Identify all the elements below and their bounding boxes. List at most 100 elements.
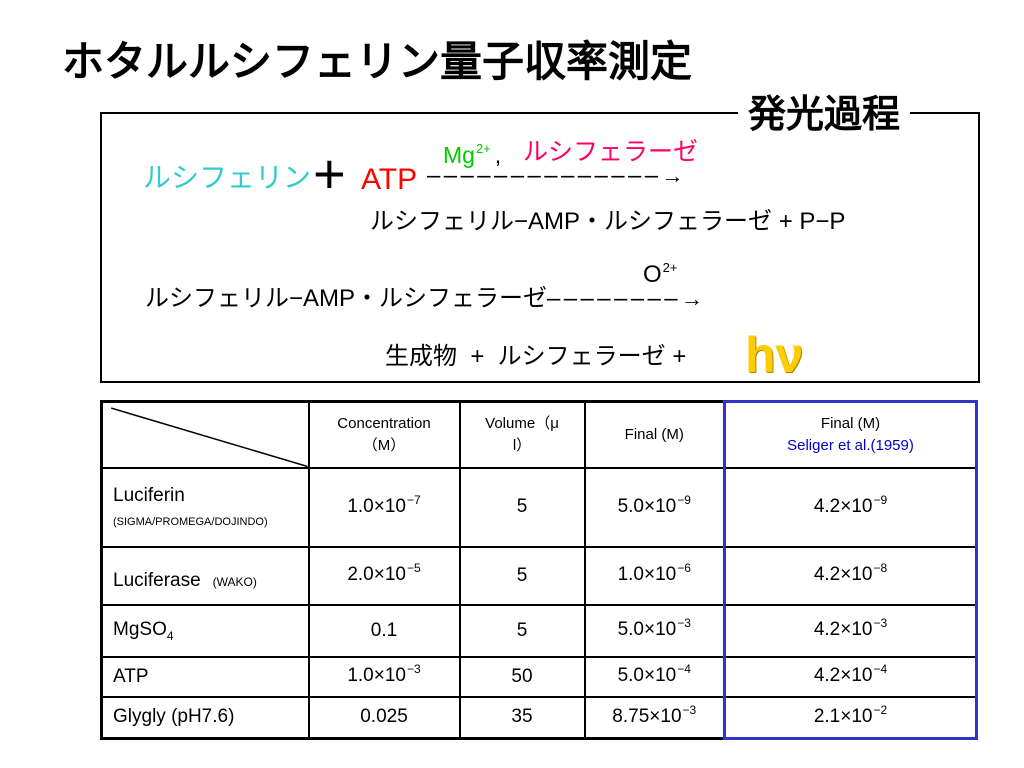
reference-final-value: 4.2×10 xyxy=(813,665,873,686)
volume-cell: 5 xyxy=(458,466,586,548)
final-value: 8.75×10 xyxy=(612,705,682,727)
header-volume-unit: l） xyxy=(512,436,532,454)
light-emission-hv: hν xyxy=(745,327,804,383)
volume-cell: 35 xyxy=(458,695,586,740)
table-row: ATP 1.0×10−3 50 5.0×10−4 4.2×10−4 xyxy=(100,655,978,698)
table-row: MgSO4 0.1 5 5.0×10−3 4.2×10−3 xyxy=(100,603,978,658)
cofactor-separator: , xyxy=(494,142,502,168)
oxidant-label: O2+ xyxy=(643,259,678,294)
reagent-cell: MgSO4 xyxy=(100,603,310,658)
final-concentration-cell: 5.0×10−9 xyxy=(583,466,726,548)
volume-cell: 5 xyxy=(458,545,586,606)
final-exponent: −6 xyxy=(677,561,691,575)
diagonal-divider xyxy=(103,403,308,467)
reagent-name: Luciferase xyxy=(113,570,201,591)
reagent-supplier: (SIGMA/PROMEGA/DOJINDO) xyxy=(113,516,268,528)
process-box-label: 発光過程 xyxy=(738,93,911,137)
concentration-value: 2.0×10 xyxy=(347,564,406,585)
volume-value: 5 xyxy=(516,619,528,641)
table-row: Luciferase (WAKO) 2.0×10−5 5 1.0×10−6 4.2… xyxy=(100,545,978,606)
arrow-right-icon: → xyxy=(681,286,704,311)
concentration-exponent: −5 xyxy=(406,561,421,575)
header-reference-source: Seliger et al.(1959) xyxy=(787,436,914,454)
reagent-cell: Glygly (pH7.6) xyxy=(100,695,310,740)
header-final-label: Final (M) xyxy=(624,425,684,443)
table-row: Luciferin (SIGMA/PROMEGA/DOJINDO) 1.0×10−… xyxy=(100,466,978,548)
reagent-cell: ATP xyxy=(100,655,310,698)
arrow-shaft: –––––––––––––– xyxy=(427,162,662,189)
arrow-right-icon: → xyxy=(661,163,684,188)
arrow-shaft: –––––––– xyxy=(547,285,682,312)
concentration-value: 1.0×10 xyxy=(347,665,406,686)
volume-value: 5 xyxy=(516,564,528,586)
reagent-cell: Luciferase (WAKO) xyxy=(100,545,310,606)
slide-title: ホタルルシフェリン量子収率測定 xyxy=(62,38,693,85)
concentration-cell: 1.0×10−7 xyxy=(307,466,461,548)
header-reference-final-label: Final (M) xyxy=(820,414,881,432)
reagent-supplier: (WAKO) xyxy=(212,575,257,589)
final-value: 5.0×10 xyxy=(617,619,677,640)
reactant-atp: ATP xyxy=(361,163,418,196)
table-row: Glygly (pH7.6) 0.025 35 8.75×10−3 2.1×10… xyxy=(100,695,978,740)
final-concentration-cell: 5.0×10−4 xyxy=(583,655,726,698)
cofactor-label: Mg2+, xyxy=(443,140,501,174)
final-exponent: −3 xyxy=(682,702,697,717)
cofactor-magnesium: Mg xyxy=(443,142,475,168)
reference-final-exponent: −3 xyxy=(873,616,888,630)
oxidant-oxygen: O xyxy=(643,261,662,288)
cofactor-charge: 2+ xyxy=(475,141,491,156)
concentration-cell: 0.1 xyxy=(307,603,461,658)
reference-final-exponent: −8 xyxy=(873,561,888,575)
reference-final-value: 4.2×10 xyxy=(813,495,873,517)
reference-final-exponent: −9 xyxy=(873,492,888,507)
volume-value: 50 xyxy=(511,665,533,687)
enzyme-luciferase: ルシフェラーゼ xyxy=(523,138,699,166)
reference-final-cell: 4.2×10−9 xyxy=(723,466,978,548)
reference-final-value: 2.1×10 xyxy=(813,705,873,727)
concentration-cell: 0.025 xyxy=(307,695,461,740)
reference-final-value: 4.2×10 xyxy=(813,564,873,585)
header-final: Final (M) xyxy=(583,400,726,469)
reference-final-exponent: −4 xyxy=(873,662,888,676)
header-concentration-unit: （M） xyxy=(362,436,406,454)
reagent-name: Glygly (pH7.6) xyxy=(113,706,235,728)
reagent-subscript: 4 xyxy=(166,629,174,643)
concentration-cell: 2.0×10−5 xyxy=(307,545,461,606)
concentration-exponent: −7 xyxy=(406,492,421,507)
final-products: 生成物 + ルシフェラーゼ + xyxy=(385,343,687,370)
reagent-name: Luciferin xyxy=(113,485,185,506)
reagent-name: MgSO xyxy=(113,619,167,640)
intermediate-product: ルシフェリル−AMP・ルシフェラーゼ + P−P xyxy=(370,208,846,235)
volume-value: 5 xyxy=(516,496,528,517)
corner-header-cell xyxy=(100,400,310,469)
final-exponent: −9 xyxy=(677,492,691,507)
volume-cell: 50 xyxy=(458,655,586,698)
concentration-value: 1.0×10 xyxy=(347,495,406,517)
reagent-name: ATP xyxy=(113,665,149,687)
final-value: 1.0×10 xyxy=(617,564,677,585)
header-volume-label: Volume（μ xyxy=(485,414,559,432)
final-value: 5.0×10 xyxy=(617,665,677,686)
final-concentration-cell: 1.0×10−6 xyxy=(583,545,726,606)
reference-final-cell: 4.2×10−8 xyxy=(723,545,978,606)
header-concentration: Concentration （M） xyxy=(307,400,461,469)
final-exponent: −3 xyxy=(677,616,691,630)
table-header-row: Concentration （M） Volume（μ l） Final (M) … xyxy=(100,400,978,469)
concentration-cell: 1.0×10−3 xyxy=(307,655,461,698)
header-volume: Volume（μ l） xyxy=(458,400,586,469)
reaction-plus-sign: + xyxy=(313,142,346,205)
concentration-value: 0.1 xyxy=(370,619,398,641)
concentration-value: 0.025 xyxy=(360,706,408,728)
volume-cell: 5 xyxy=(458,603,586,658)
reference-final-exponent: −2 xyxy=(873,702,888,717)
reference-final-cell: 4.2×10−4 xyxy=(723,655,978,698)
header-concentration-label: Concentration xyxy=(337,414,431,432)
reference-final-cell: 4.2×10−3 xyxy=(723,603,978,658)
substrate-luciferin: ルシフェリン xyxy=(143,162,312,193)
reference-final-value: 4.2×10 xyxy=(813,619,873,640)
final-concentration-cell: 8.75×10−3 xyxy=(583,695,726,740)
final-value: 5.0×10 xyxy=(617,495,677,517)
final-exponent: −4 xyxy=(677,662,691,676)
reference-final-cell: 2.1×10−2 xyxy=(723,695,978,740)
concentration-exponent: −3 xyxy=(406,662,421,676)
